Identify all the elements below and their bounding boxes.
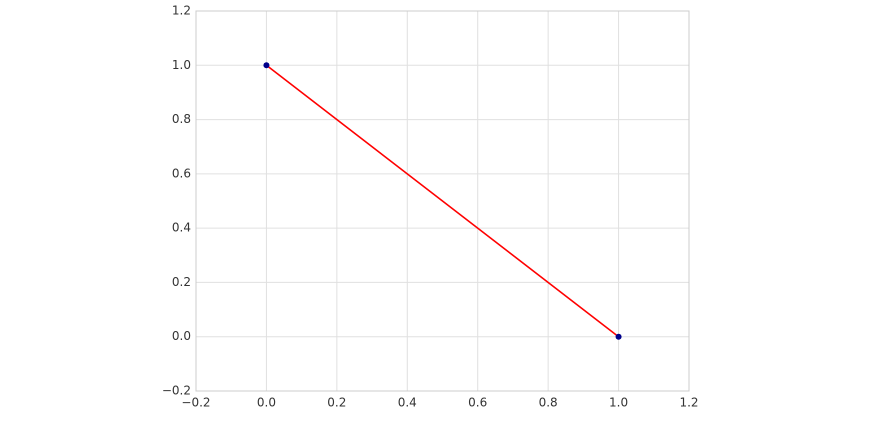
x-tick-label: −0.2 <box>181 396 210 410</box>
x-tick-label: 0.6 <box>468 396 487 410</box>
line <box>265 64 620 338</box>
y-tick-label: 0.6 <box>172 166 191 180</box>
x-tick-label: 0.4 <box>398 396 417 410</box>
y-tick-label: 0.0 <box>172 329 191 343</box>
x-tick-label: 1.0 <box>609 396 628 410</box>
x-tick-label: 0.8 <box>539 396 558 410</box>
x-tick-label: 0.0 <box>257 396 276 410</box>
y-tick-label: 0.8 <box>172 112 191 126</box>
y-tick-label: 1.2 <box>172 4 191 18</box>
y-tick-label: −0.2 <box>162 384 191 398</box>
point <box>263 62 270 69</box>
y-tick-label: 1.0 <box>172 58 191 72</box>
x-tick-label: 0.2 <box>327 396 346 410</box>
x-tick-label: 1.2 <box>679 396 698 410</box>
y-tick-label: 0.4 <box>172 221 191 235</box>
y-tick-label: 0.2 <box>172 275 191 289</box>
point <box>615 333 622 340</box>
plot-frame <box>195 10 690 392</box>
